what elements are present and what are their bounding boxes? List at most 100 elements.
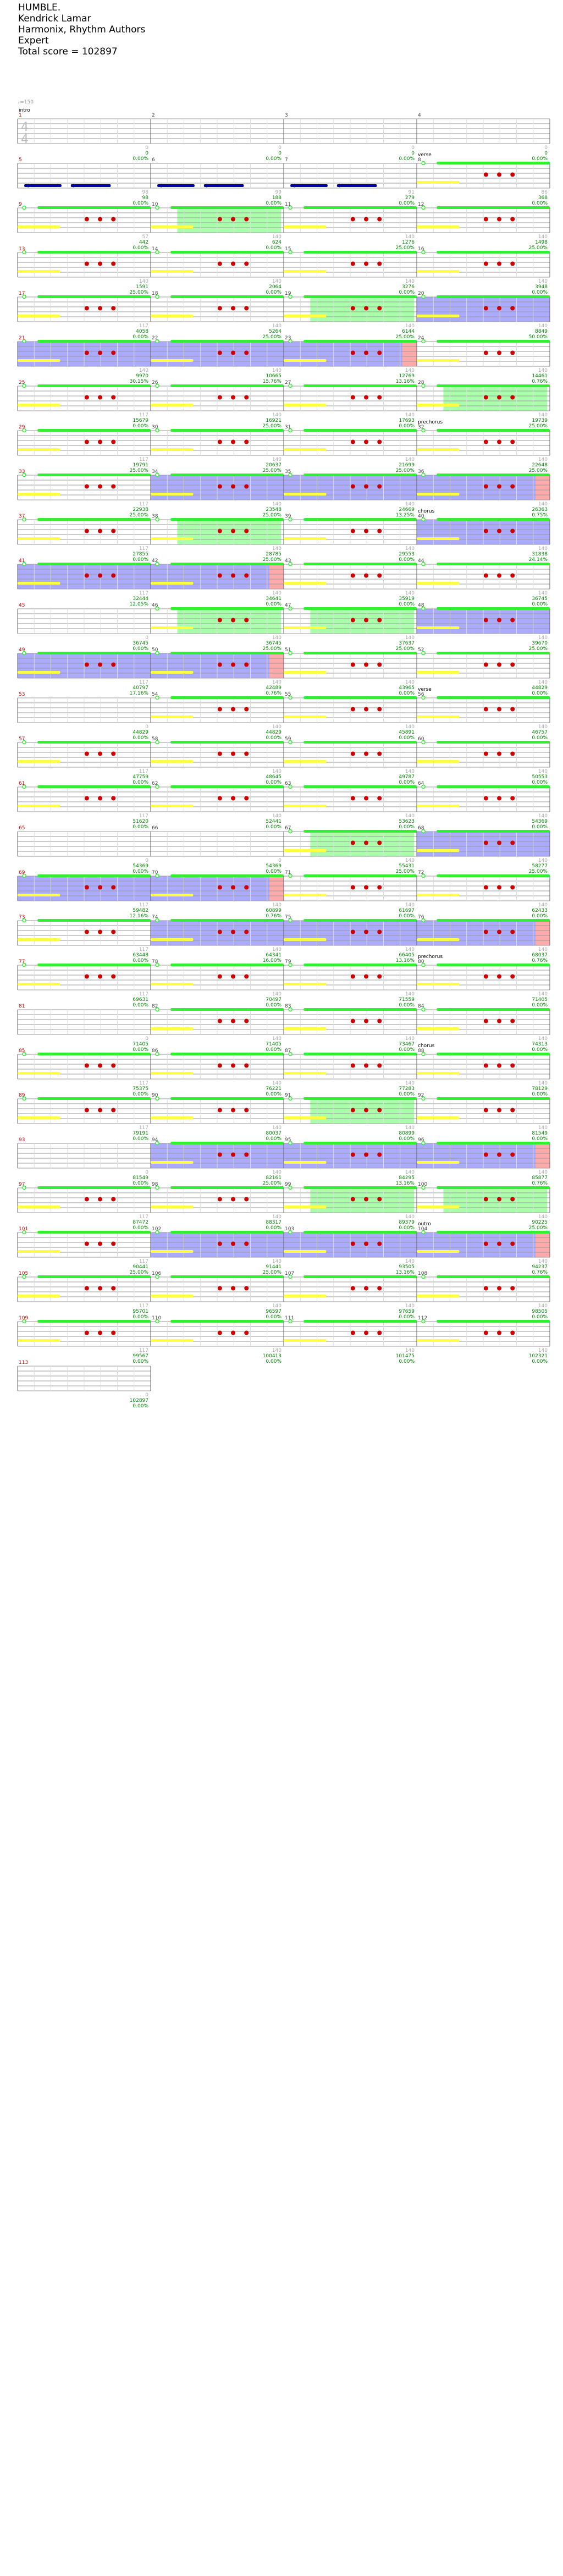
- green-sustain: [437, 964, 550, 966]
- measure-note-count: 140: [538, 902, 548, 908]
- red-gem: [510, 1330, 515, 1335]
- measure-score: 66405: [399, 953, 415, 958]
- measure-number: 97: [19, 1182, 25, 1187]
- red-gem: [483, 929, 488, 934]
- red-gem: [217, 1019, 222, 1023]
- measure-percent: 13.16%: [396, 379, 415, 384]
- measure-percent: 0.00%: [532, 156, 548, 162]
- yellow-sustain: [284, 1295, 327, 1297]
- red-gem: [231, 1197, 236, 1202]
- section-label: chorus: [418, 509, 435, 514]
- measure-score: 71405: [266, 1042, 282, 1047]
- measure-percent: 0.00%: [399, 156, 415, 162]
- red-gem: [350, 1241, 355, 1246]
- measure-score: 3276: [402, 284, 415, 290]
- yellow-sustain: [151, 270, 194, 273]
- measure-score: 14461: [532, 373, 548, 379]
- green-sustain: [437, 384, 550, 387]
- red-gem: [350, 1019, 355, 1023]
- measure-note-count: 140: [272, 769, 282, 774]
- red-gem: [377, 1330, 382, 1335]
- song-authors: Harmonix, Rhythm Authors: [18, 24, 146, 35]
- measure-score: 53623: [399, 819, 415, 824]
- green-gem: [288, 740, 292, 745]
- red-gem: [350, 1108, 355, 1113]
- red-gem: [217, 1152, 222, 1157]
- red-gem: [244, 1019, 249, 1023]
- red-gem: [111, 751, 116, 756]
- measure-score: 442: [139, 240, 148, 245]
- red-gem: [497, 974, 502, 979]
- measure-number: 82: [152, 1004, 158, 1009]
- green-sustain: [437, 474, 550, 476]
- measure-note-count: 117: [139, 1081, 148, 1086]
- green-sustain: [303, 874, 417, 877]
- measure-score: 36745: [532, 596, 548, 602]
- red-gem: [483, 1063, 488, 1068]
- measure-number: 109: [19, 1315, 28, 1321]
- green-gem: [22, 1230, 26, 1235]
- red-gem: [483, 1330, 488, 1335]
- green-sustain: [170, 741, 284, 744]
- measure-percent: 0.00%: [133, 1181, 148, 1186]
- yellow-sustain: [417, 1339, 460, 1342]
- section-label: prechorus: [418, 954, 443, 960]
- red-gem: [231, 217, 236, 222]
- section-label: verse: [418, 152, 432, 158]
- red-gem: [350, 1330, 355, 1335]
- measure-score: 1276: [402, 240, 415, 245]
- measure-score: 44829: [266, 730, 282, 735]
- yellow-sustain: [284, 315, 327, 317]
- yellow-sustain: [18, 671, 60, 674]
- yellow-sustain: [417, 671, 460, 674]
- measure-number: 70: [152, 870, 158, 876]
- red-gem: [244, 484, 249, 489]
- measure-number: 44: [418, 558, 424, 564]
- yellow-sustain: [284, 715, 327, 718]
- green-gem: [421, 562, 426, 566]
- red-gem: [364, 662, 369, 667]
- green-sustain: [37, 206, 151, 209]
- red-gem: [217, 350, 222, 355]
- measure-number: 67: [285, 825, 291, 831]
- green-sustain: [437, 1231, 550, 1234]
- measure-score: 73467: [399, 1042, 415, 1047]
- green-sustain: [37, 919, 151, 922]
- measure-score: 87472: [133, 1220, 148, 1225]
- red-gem: [377, 395, 382, 400]
- green-sustain: [37, 474, 151, 476]
- measure-number: 102: [152, 1226, 161, 1232]
- red-gem: [483, 707, 488, 712]
- red-gem: [111, 1241, 116, 1246]
- measure-note-count: 0: [145, 724, 148, 730]
- yellow-sustain: [417, 493, 460, 496]
- starpower-end-marker: [402, 342, 417, 366]
- red-gem: [111, 1063, 116, 1068]
- measure-score: 91441: [266, 1264, 282, 1270]
- green-gem: [288, 1230, 292, 1235]
- measure-number: 110: [152, 1315, 161, 1321]
- red-gem: [350, 439, 355, 444]
- green-sustain: [170, 874, 284, 877]
- overdrive-region: [443, 1188, 548, 1213]
- red-gem: [111, 350, 116, 355]
- measure-number: 101: [19, 1226, 28, 1232]
- red-gem: [364, 484, 369, 489]
- measure-score: 17693: [399, 418, 415, 423]
- green-gem: [288, 1185, 292, 1190]
- measure-score: 48645: [266, 774, 282, 780]
- red-gem: [217, 707, 222, 712]
- measure-score: 19791: [133, 463, 148, 468]
- measure-number: 75: [285, 915, 291, 920]
- green-gem: [421, 1274, 426, 1279]
- green-sustain: [437, 785, 550, 788]
- measure-percent: 25.00%: [263, 513, 282, 518]
- measure-note-count: 140: [272, 1259, 282, 1264]
- measure-note-count: 140: [272, 368, 282, 373]
- red-gem: [98, 573, 103, 578]
- green-gem: [421, 873, 426, 878]
- measure-score: 37637: [399, 641, 415, 646]
- measure-percent: 0.00%: [532, 1003, 548, 1008]
- red-gem: [497, 217, 502, 222]
- measure-percent: 0.00%: [133, 557, 148, 563]
